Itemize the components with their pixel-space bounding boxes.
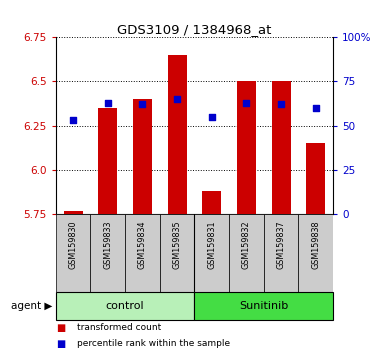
Point: [70, 118, 76, 123]
Point: [209, 114, 215, 120]
Bar: [306, 143, 325, 214]
Text: GSM159833: GSM159833: [103, 221, 112, 269]
Point: [139, 102, 146, 107]
Text: GSM159831: GSM159831: [207, 221, 216, 269]
Bar: [160, 214, 194, 292]
Bar: [202, 191, 221, 214]
Text: agent ▶: agent ▶: [11, 301, 52, 311]
Bar: [90, 214, 125, 292]
Text: GSM159837: GSM159837: [276, 221, 286, 269]
Text: GSM159830: GSM159830: [69, 221, 78, 269]
Bar: [298, 214, 333, 292]
Title: GDS3109 / 1384968_at: GDS3109 / 1384968_at: [117, 23, 271, 36]
Text: percentile rank within the sample: percentile rank within the sample: [77, 339, 230, 348]
Bar: [125, 214, 160, 292]
Point: [105, 100, 111, 105]
Bar: [271, 81, 291, 214]
Bar: [133, 99, 152, 214]
Bar: [229, 214, 264, 292]
Text: control: control: [106, 301, 144, 311]
Text: ■: ■: [56, 323, 65, 333]
Text: GSM159834: GSM159834: [138, 221, 147, 269]
Bar: [264, 214, 298, 292]
Bar: [56, 214, 90, 292]
Bar: [194, 214, 229, 292]
Text: GSM159835: GSM159835: [172, 221, 182, 269]
Point: [278, 102, 284, 107]
Text: GSM159838: GSM159838: [311, 221, 320, 269]
Point: [313, 105, 319, 111]
Text: transformed count: transformed count: [77, 323, 161, 332]
Point: [174, 96, 180, 102]
Bar: [98, 108, 117, 214]
Bar: [56, 292, 194, 320]
Text: Sunitinib: Sunitinib: [239, 301, 288, 311]
Bar: [194, 292, 333, 320]
Text: ■: ■: [56, 339, 65, 349]
Bar: [167, 55, 187, 214]
Bar: [64, 211, 83, 214]
Point: [243, 100, 249, 105]
Bar: [237, 81, 256, 214]
Text: GSM159832: GSM159832: [242, 221, 251, 269]
